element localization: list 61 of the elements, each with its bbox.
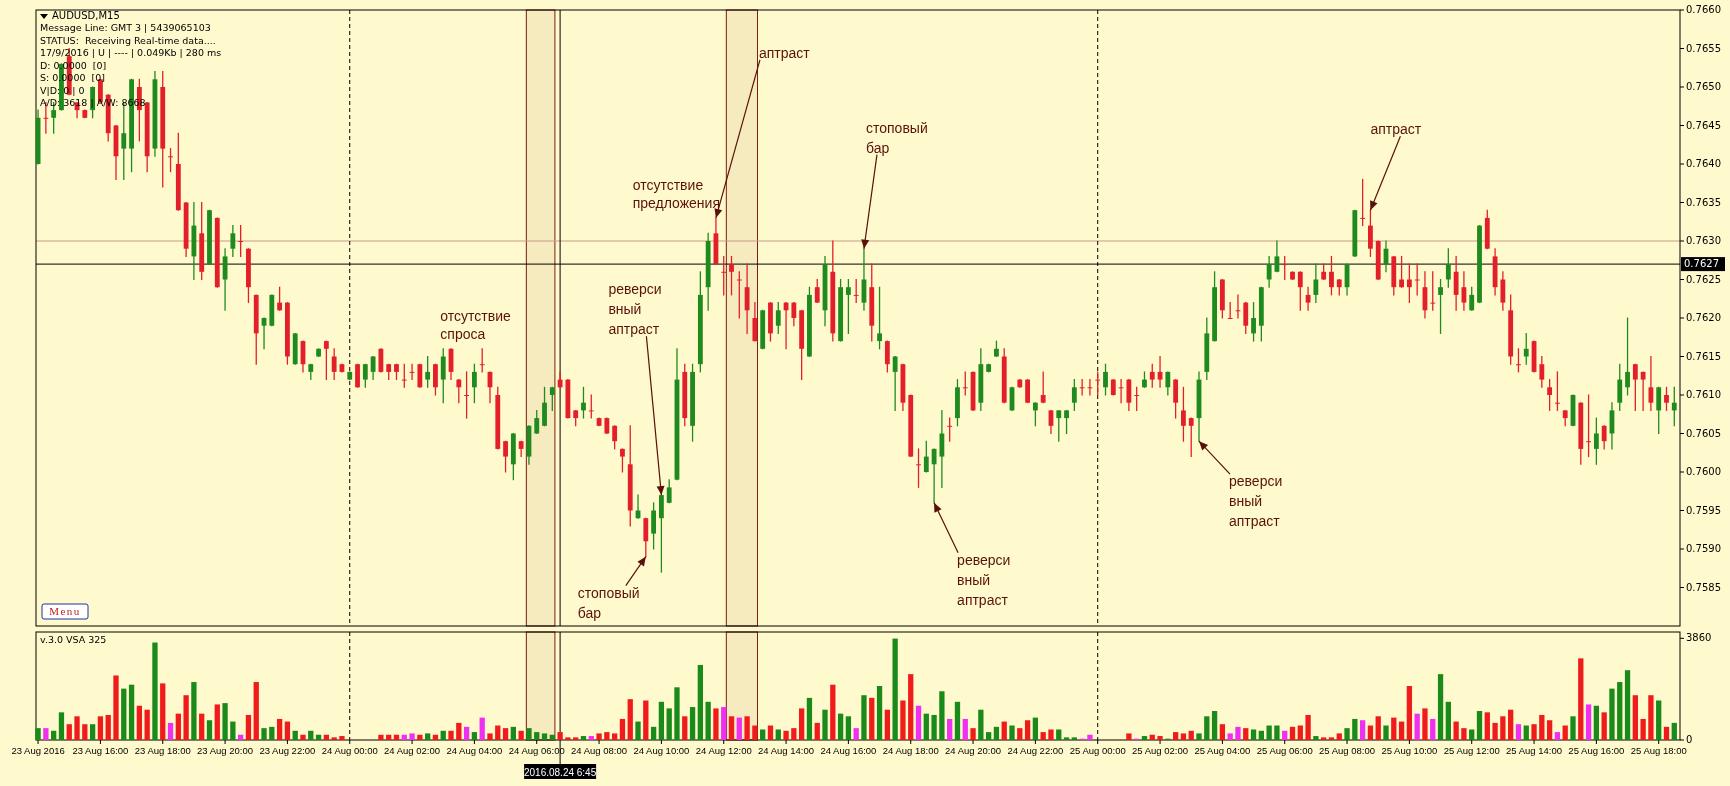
annotation: STATUS: Receiving Real-time data....	[40, 34, 216, 46]
x-tick-label: 24 Aug 02:00	[384, 745, 441, 756]
band-label: отсутствие спроса	[440, 307, 511, 342]
y-tick-label: 0.7650	[1686, 81, 1721, 92]
ref-line-label: 0.7627	[1684, 258, 1719, 270]
y-tick-label: 0.7595	[1686, 504, 1721, 516]
annotation: V|D: 0 | 0	[40, 84, 85, 96]
x-tick-label: 25 Aug 08:00	[1319, 745, 1376, 756]
y-tick-label: 0.7620	[1686, 312, 1721, 323]
x-tick-label: 25 Aug 04:00	[1194, 745, 1251, 756]
y-tick-label: 0.7630	[1686, 235, 1721, 246]
y-tick-label: 0.7635	[1686, 196, 1721, 208]
x-tick-label: 23 Aug 20:00	[197, 745, 254, 756]
x-tick-label: 23 Aug 2016	[11, 745, 65, 756]
x-tick-label: 23 Aug 18:00	[134, 745, 191, 756]
y-tick-label: 0.7645	[1686, 119, 1721, 131]
x-tick-label: 25 Aug 10:00	[1381, 745, 1438, 756]
ref-line-label: 2016.08.24 6:45	[523, 766, 597, 778]
y-tick-label: 0.7610	[1686, 389, 1721, 400]
x-tick-label: 25 Aug 14:00	[1506, 745, 1563, 756]
annotation: v.3.0 VSA 325	[40, 634, 107, 645]
x-tick-label: 24 Aug 08:00	[571, 745, 628, 756]
y-tick-label: 0.7585	[1686, 581, 1721, 593]
x-tick-label: 25 Aug 18:00	[1630, 745, 1687, 756]
x-tick-label: 24 Aug 12:00	[695, 745, 752, 756]
x-tick-label: 24 Aug 00:00	[321, 745, 378, 756]
x-tick-label: 24 Aug 22:00	[1007, 745, 1064, 756]
x-tick-label: 23 Aug 16:00	[72, 745, 129, 756]
x-tick-label: 24 Aug 16:00	[820, 745, 877, 756]
y-tick-label: 0.7600	[1686, 466, 1721, 477]
y-tick-label: 0.7590	[1686, 543, 1721, 554]
y-tick-label: 0.7605	[1686, 427, 1721, 439]
annotation: реверси вный аптраст	[1229, 473, 1283, 530]
x-tick-label: 25 Aug 00:00	[1069, 745, 1126, 756]
y-tick-label: 0.7640	[1686, 158, 1721, 169]
y-tick-label: 0.7660	[1686, 4, 1721, 15]
x-tick-label: 23 Aug 22:00	[259, 745, 316, 756]
annotation: аптраст	[758, 44, 811, 61]
x-tick-label: 24 Aug 04:00	[446, 745, 503, 756]
annotation: реверси вный аптраст	[957, 551, 1011, 608]
annotation: стоповый бар	[577, 584, 640, 621]
x-tick-label: 24 Aug 10:00	[633, 745, 690, 756]
y-tick-label: 0.7615	[1686, 350, 1721, 362]
annotation: Message Line: GMT 3 | 5439065103	[40, 22, 211, 33]
x-tick-label: 24 Aug 14:00	[758, 745, 815, 756]
x-tick-label: 24 Aug 20:00	[945, 745, 1002, 756]
x-tick-label: 25 Aug 16:00	[1568, 745, 1625, 756]
y-tick-label: 0.7625	[1686, 273, 1721, 285]
y-tick-label: 0	[1686, 734, 1693, 745]
annotation: стоповый бар	[865, 119, 928, 156]
x-tick-label: 24 Aug 18:00	[882, 745, 939, 756]
y-tick-label: 3860	[1686, 632, 1712, 644]
x-tick-label: 25 Aug 06:00	[1256, 745, 1313, 756]
annotation: Menu	[49, 605, 81, 617]
annotation: аптраст	[1370, 121, 1422, 138]
y-tick-label: 0.7655	[1686, 42, 1721, 54]
annotation: реверси вный аптраст	[608, 281, 662, 338]
x-tick-label: 25 Aug 12:00	[1443, 745, 1500, 756]
x-tick-label: 25 Aug 02:00	[1132, 745, 1189, 756]
band-label: отсутствие предложения	[632, 176, 720, 211]
chart-title: AUDUSD,M15	[52, 10, 120, 21]
